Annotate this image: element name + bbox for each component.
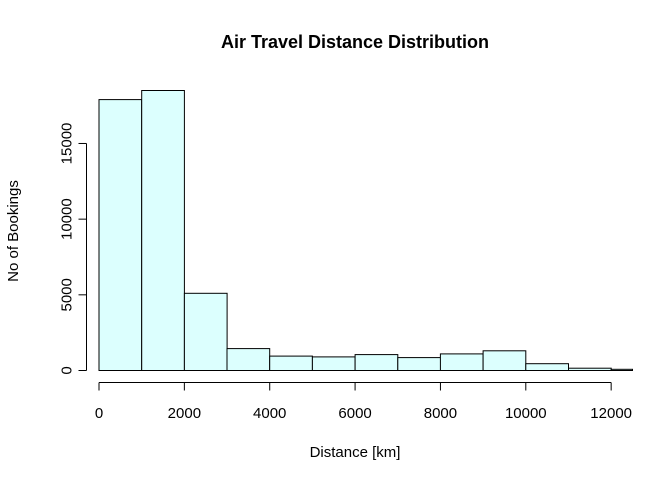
y-axis-label: No of Bookings: [5, 180, 22, 282]
x-tick-label: 12000: [590, 405, 632, 422]
x-tick-label: 8000: [424, 405, 457, 422]
x-tick-label: 10000: [505, 405, 547, 422]
x-axis-label: Distance [km]: [310, 444, 401, 461]
y-tick-label: 5000: [59, 278, 76, 311]
histogram-bar: [183, 292, 228, 371]
y-axis: 0 5000 10000 15000: [59, 123, 87, 375]
histogram-bar: [269, 355, 313, 372]
histogram-bar: [439, 353, 484, 371]
histogram-bar: [525, 363, 569, 372]
x-tick-label: 6000: [338, 405, 371, 422]
histogram-bar: [610, 368, 634, 371]
histogram-bar: [141, 90, 185, 371]
histogram-bar: [311, 356, 356, 371]
bars-group: [98, 90, 634, 372]
histogram-bar: [568, 367, 612, 372]
chart-title: Air Travel Distance Distribution: [221, 32, 489, 52]
x-tick-label: 2000: [168, 405, 201, 422]
y-tick-label: 15000: [59, 123, 76, 165]
y-tick-label: 10000: [59, 198, 76, 240]
x-axis: 0 2000 4000 6000 8000 10000 12000: [95, 382, 632, 422]
histogram-bar: [98, 99, 143, 371]
x-tick-label: 4000: [253, 405, 286, 422]
histogram-bar: [354, 354, 399, 372]
histogram-bar: [482, 350, 527, 371]
histogram-bar: [397, 357, 441, 372]
x-tick-label: 0: [95, 405, 103, 422]
y-tick-label: 0: [59, 366, 76, 374]
histogram-bar: [226, 348, 271, 372]
